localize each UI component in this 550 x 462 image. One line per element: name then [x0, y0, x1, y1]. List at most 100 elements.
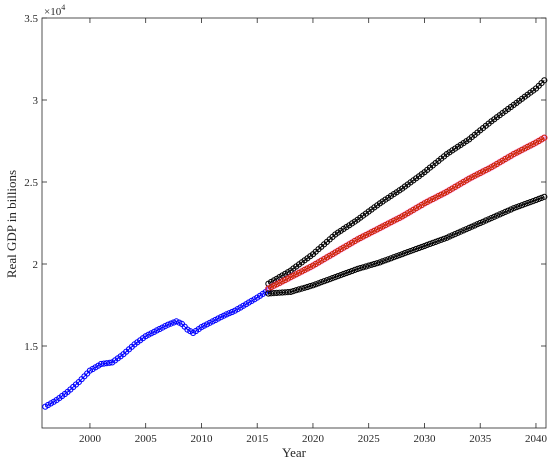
data-point: [429, 239, 436, 246]
data-point: [435, 237, 442, 244]
data-point: [329, 275, 336, 282]
data-point: [401, 250, 408, 257]
data-point: [521, 201, 528, 208]
data-point: [530, 198, 537, 205]
data-point: [535, 195, 542, 202]
y-tick-label: 2: [33, 259, 39, 271]
data-point: [485, 216, 492, 223]
data-point: [415, 244, 422, 252]
data-point: [343, 269, 350, 277]
data-point: [393, 253, 400, 260]
data-point: [527, 199, 534, 206]
data-point: [440, 235, 448, 242]
x-tick-label: 2030: [413, 433, 436, 445]
data-point: [309, 282, 317, 289]
data-point: [315, 280, 322, 287]
data-point: [541, 134, 548, 141]
y-axis-label: Real GDP in billions: [4, 170, 19, 278]
data-point: [100, 360, 108, 367]
data-point: [541, 77, 548, 84]
data-point: [365, 262, 372, 269]
x-tick-label: 2025: [358, 433, 381, 445]
data-point: [332, 274, 339, 281]
data-point: [337, 272, 344, 279]
x-tick-label: 2040: [525, 433, 548, 445]
data-point: [449, 232, 456, 239]
data-point: [493, 212, 500, 219]
data-point: [293, 287, 300, 294]
data-point: [323, 277, 330, 284]
y-exponent-power: 4: [61, 3, 65, 12]
data-point: [505, 207, 512, 214]
data-point: [387, 255, 395, 262]
data-point: [454, 229, 461, 236]
axis-ticks: [42, 17, 546, 428]
tick-labels: 2000 2005 2010 2015 2020 2025 2030 2035 2040 1.5 2…: [24, 13, 547, 445]
data-point: [424, 241, 431, 248]
data-point: [357, 265, 364, 272]
data-point: [223, 311, 230, 318]
data-point: [348, 267, 356, 275]
data-point: [287, 288, 294, 295]
data-point: [301, 284, 308, 291]
series-line: [268, 137, 545, 290]
data-point: [371, 260, 378, 268]
x-tick-label: 2015: [246, 433, 269, 445]
data-point: [326, 276, 333, 283]
data-point: [413, 245, 420, 253]
data-point: [312, 281, 319, 288]
data-point: [390, 254, 397, 261]
series-layer: [42, 77, 548, 410]
data-point: [418, 243, 425, 251]
data-point: [351, 266, 358, 273]
y-tick-label: 1.5: [24, 341, 38, 353]
data-point: [106, 359, 113, 366]
data-point: [407, 248, 414, 255]
series-forecast: [264, 134, 548, 293]
data-point: [290, 288, 297, 295]
data-point: [510, 205, 517, 212]
data-point: [513, 204, 520, 211]
data-point: [164, 321, 172, 328]
data-point: [173, 318, 180, 325]
data-point: [362, 263, 369, 270]
data-point: [98, 360, 105, 368]
data-point: [477, 219, 484, 227]
y-tick-label: 2.5: [24, 177, 38, 189]
data-point: [516, 203, 523, 210]
data-point: [468, 223, 475, 230]
data-point: [354, 265, 361, 272]
data-point: [410, 247, 417, 254]
data-point: [482, 217, 489, 224]
data-point: [496, 211, 503, 218]
data-point: [432, 238, 439, 245]
data-point: [379, 258, 386, 265]
series-line: [268, 79, 545, 285]
data-point: [340, 270, 347, 278]
data-point: [368, 261, 375, 268]
x-axis-label: Year: [282, 445, 307, 460]
y-tick-label: 3: [33, 95, 39, 107]
data-point: [438, 236, 445, 243]
series-line: [268, 196, 545, 294]
data-point: [538, 194, 545, 201]
data-point: [460, 227, 467, 234]
y-exponent-base: ×10: [44, 6, 62, 18]
x-tick-label: 2035: [469, 433, 492, 445]
data-point: [298, 285, 305, 292]
data-point: [426, 240, 434, 247]
data-point: [321, 278, 328, 285]
x-tick-label: 2020: [302, 433, 325, 445]
data-point: [518, 202, 526, 209]
data-point: [226, 310, 233, 317]
y-tick-label: 3.5: [24, 13, 38, 25]
data-point: [307, 283, 314, 290]
x-tick-label: 2010: [190, 433, 213, 445]
y-exponent-label: ×104: [44, 3, 65, 18]
data-point: [474, 221, 481, 228]
plot-area: [41, 17, 547, 429]
data-point: [446, 233, 453, 240]
data-point: [404, 249, 411, 256]
data-point: [304, 283, 311, 291]
